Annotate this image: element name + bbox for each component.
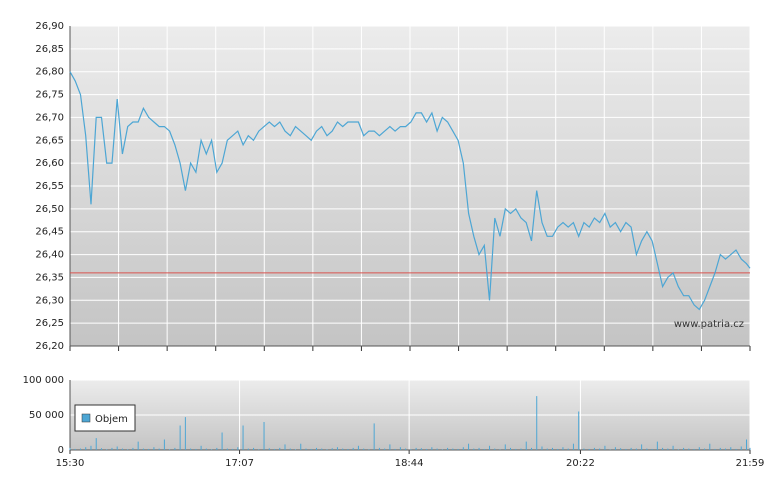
x-tick-label: 20:22	[566, 458, 595, 469]
y-tick-label: 26,70	[35, 112, 64, 123]
volume-y-tick-label: 50 000	[29, 410, 64, 421]
y-tick-label: 26,65	[35, 135, 64, 146]
x-tick-label: 21:59	[736, 458, 765, 469]
volume-y-tick-label: 100 000	[23, 375, 64, 386]
y-tick-label: 26,85	[35, 44, 64, 55]
y-tick-label: 26,45	[35, 227, 64, 238]
legend-swatch	[81, 413, 91, 423]
y-tick-label: 26,25	[35, 318, 64, 329]
y-tick-label: 26,30	[35, 295, 64, 306]
x-tick-label: 15:30	[56, 458, 85, 469]
y-tick-label: 26,40	[35, 250, 64, 261]
y-tick-label: 26,90	[35, 21, 64, 32]
y-tick-label: 26,60	[35, 158, 64, 169]
y-tick-label: 26,35	[35, 272, 64, 283]
y-tick-label: 26,75	[35, 90, 64, 101]
legend-label: Objem	[95, 414, 128, 425]
y-tick-label: 26,55	[35, 181, 64, 192]
price-line	[69, 71, 751, 311]
x-tick-label: 18:44	[395, 458, 424, 469]
watermark: www.patria.cz	[674, 319, 744, 330]
y-tick-label: 26,50	[35, 204, 64, 215]
y-tick-label: 26,80	[35, 67, 64, 78]
y-tick-label: 26,20	[35, 341, 64, 352]
x-tick-label: 17:07	[225, 458, 254, 469]
volume-y-tick-label: 0	[58, 445, 64, 456]
